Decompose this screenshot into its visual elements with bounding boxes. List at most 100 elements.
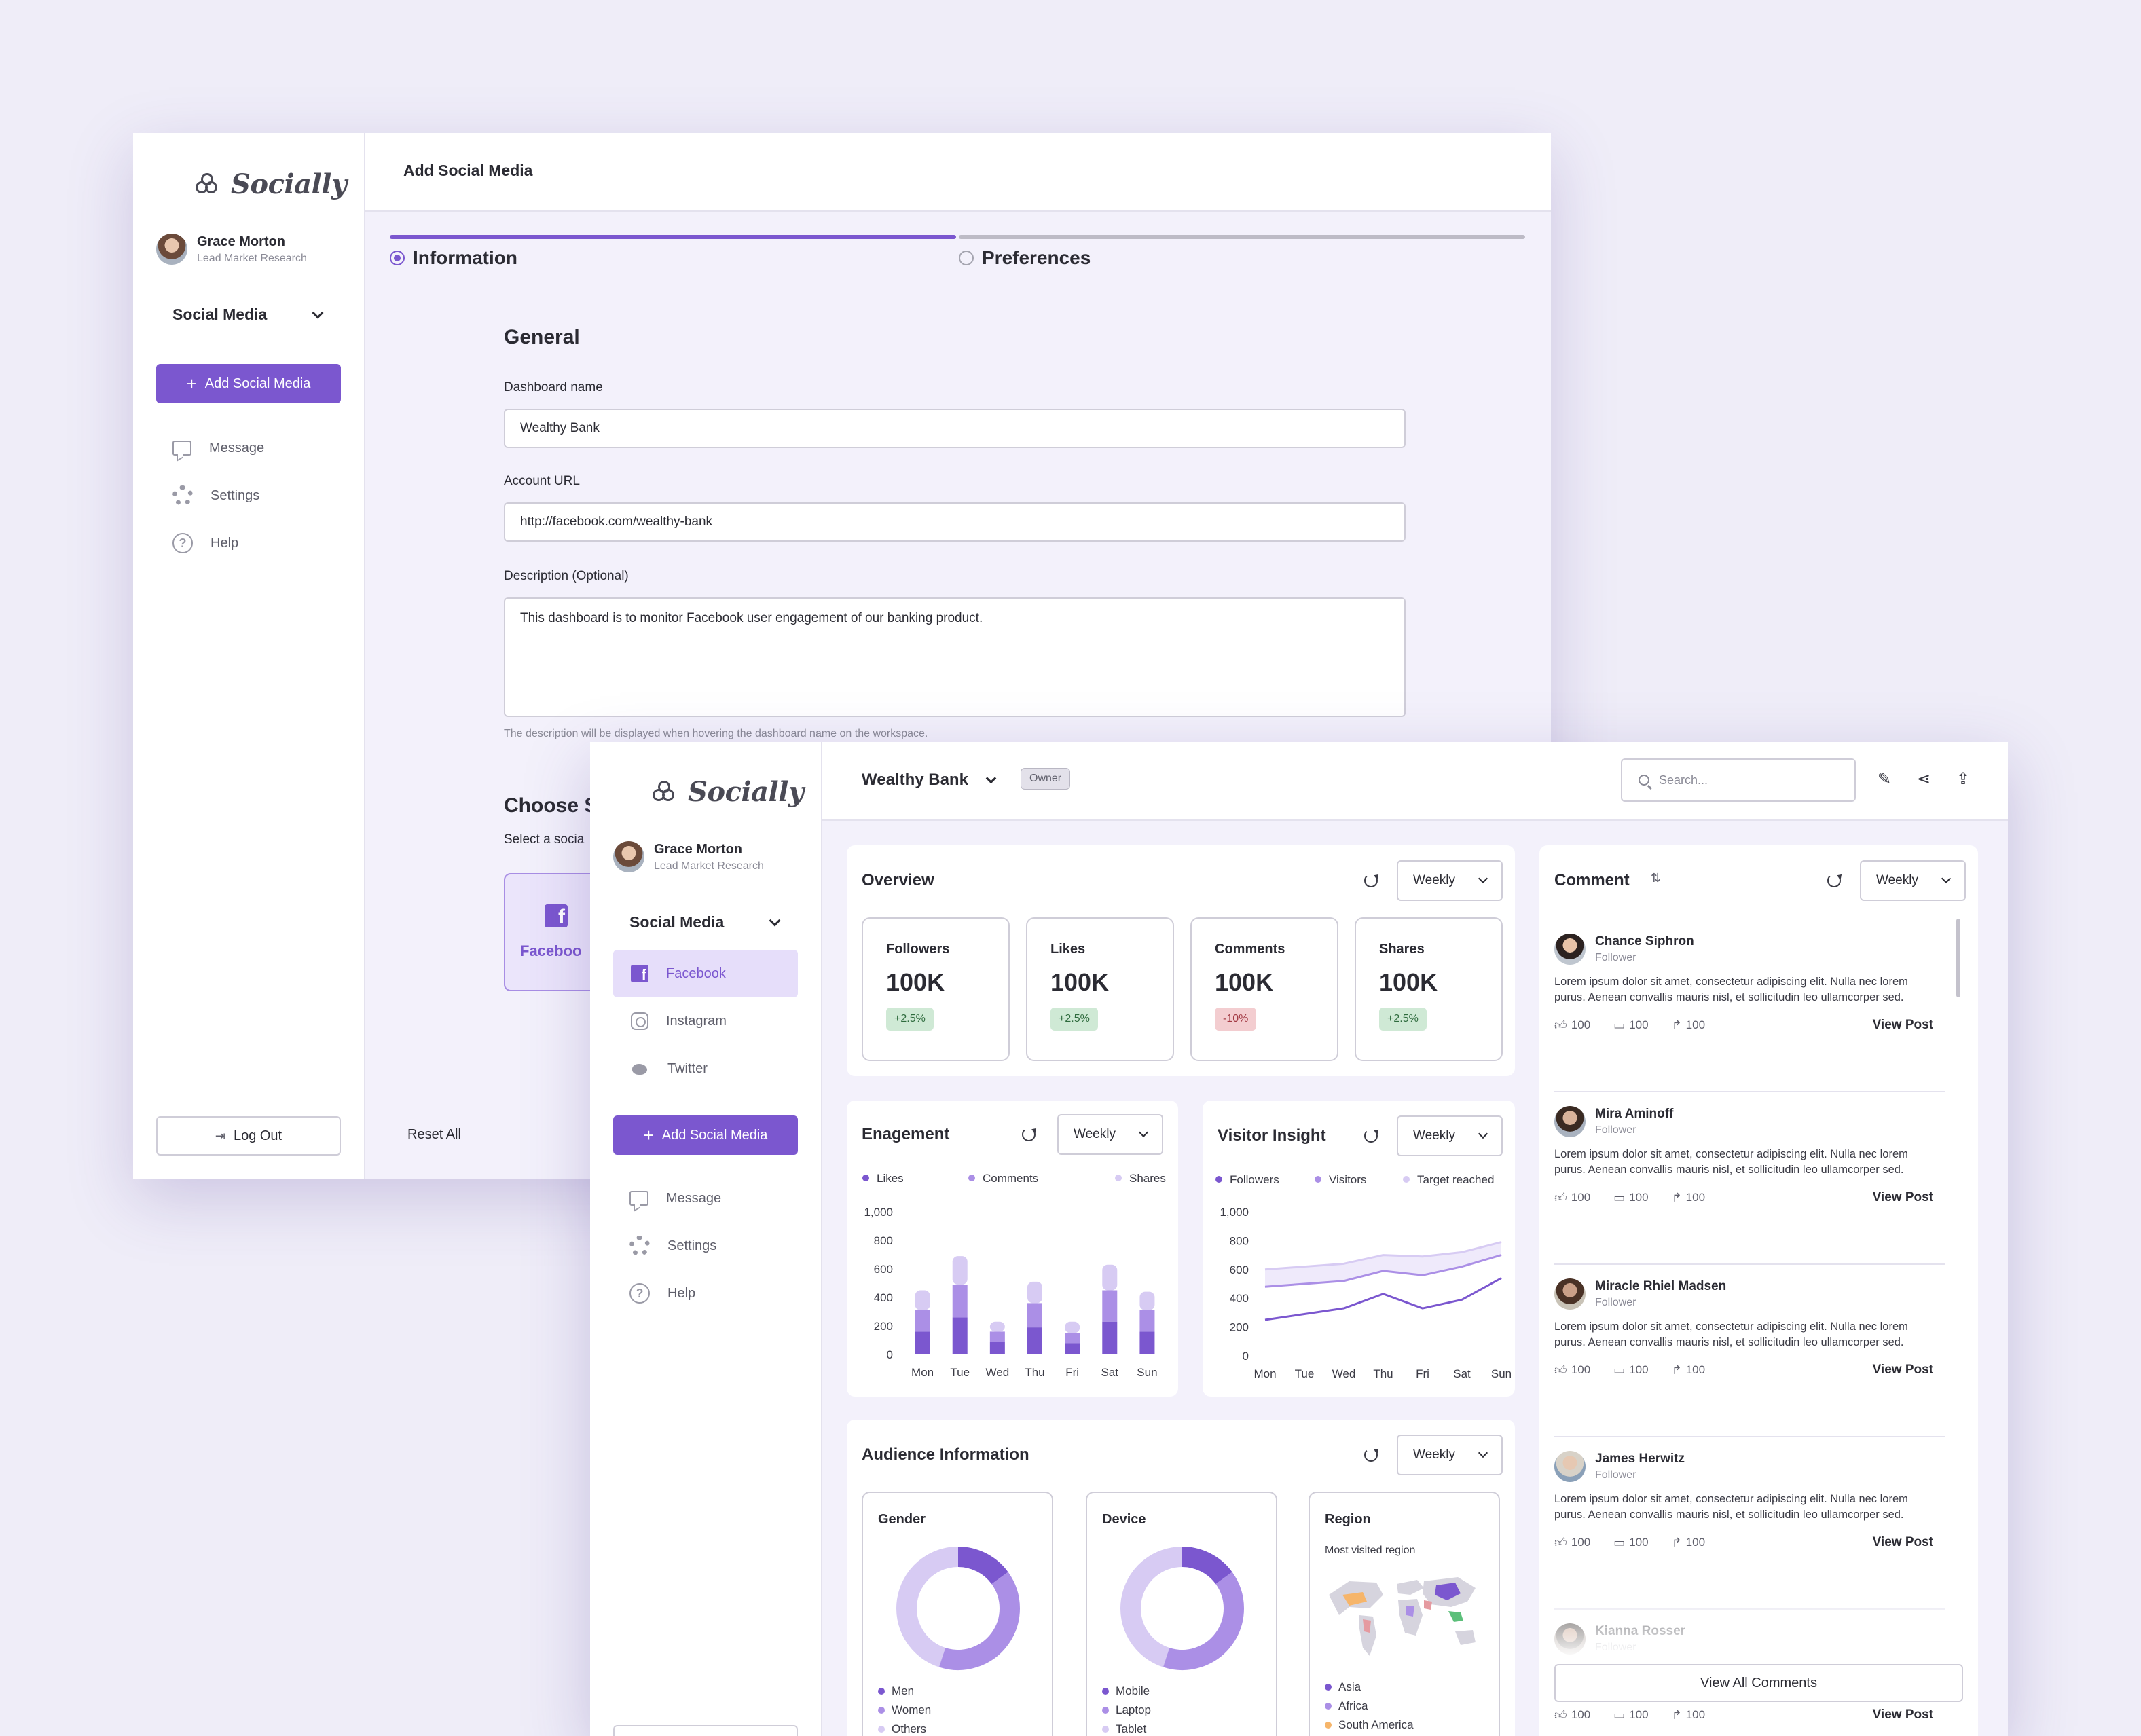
share-icon[interactable]: ⋖ xyxy=(1917,770,1931,788)
share-action[interactable]: ↱ 100 xyxy=(1672,1536,1705,1550)
x-tick-label: Tue xyxy=(1295,1367,1315,1380)
period-dropdown[interactable]: Weekly xyxy=(1057,1114,1163,1155)
share-action[interactable]: ↱ 100 xyxy=(1672,1708,1705,1722)
comment-header: Miracle Rhiel Madsen Follower xyxy=(1554,1278,1945,1310)
description-label: Description (Optional) xyxy=(504,569,629,583)
step-information[interactable]: Information xyxy=(390,247,517,269)
bar-segment-likes xyxy=(989,1342,1005,1354)
view-all-comments-button[interactable]: View All Comments xyxy=(1554,1664,1963,1702)
x-tick-label: Mon xyxy=(911,1366,934,1379)
comment-header: James Herwitz Follower xyxy=(1554,1451,1945,1482)
sidebar-item-instagram[interactable]: Instagram xyxy=(613,997,798,1045)
slice-mobile xyxy=(1182,1547,1232,1585)
reply-action[interactable]: ▭ 100 xyxy=(1613,1536,1648,1550)
reset-all-button[interactable]: Reset All xyxy=(407,1127,461,1142)
x-tick-label: Thu xyxy=(1025,1366,1044,1379)
nav-item-help[interactable]: ? Help xyxy=(629,1272,721,1315)
refresh-icon[interactable] xyxy=(1364,1129,1378,1143)
textarea-value: This dashboard is to monitor Facebook us… xyxy=(520,611,983,625)
description-hint: The description will be displayed when h… xyxy=(504,728,928,739)
dashboard-selector[interactable]: Wealthy Bank xyxy=(862,771,997,790)
add-social-media-button[interactable]: + Add Social Media xyxy=(156,364,341,403)
chevron-up-icon xyxy=(769,915,781,926)
search-input[interactable]: Search... xyxy=(1621,758,1856,802)
period-dropdown[interactable]: Weekly xyxy=(1397,1115,1503,1156)
period-dropdown[interactable]: Weekly xyxy=(1397,1435,1503,1475)
nav-item-settings[interactable]: Settings xyxy=(629,1224,721,1268)
step-label: Preferences xyxy=(982,247,1091,268)
device-legend: Mobile Laptop Tablet xyxy=(1102,1682,1151,1736)
refresh-icon[interactable] xyxy=(1827,874,1841,887)
social-media-section-toggle[interactable]: Social Media xyxy=(629,913,781,931)
y-tick-label: 1,000 xyxy=(864,1206,893,1219)
gender-donut-chart xyxy=(896,1547,1020,1670)
refresh-icon[interactable] xyxy=(1364,874,1378,887)
sidebar: Socially Grace Morton Lead Market Resear… xyxy=(590,742,822,1736)
legend-label: Target reached xyxy=(1417,1173,1494,1186)
engagement-card: Enagement Weekly Likes Comments Shares 0 200… xyxy=(847,1101,1178,1397)
like-count: 100 xyxy=(1571,1191,1591,1204)
reply-action[interactable]: ▭ 100 xyxy=(1613,1708,1648,1722)
user-profile[interactable]: Grace Morton Lead Market Research xyxy=(613,841,764,872)
like-action[interactable]: 👍︎ 100 xyxy=(1554,1190,1590,1205)
topbar: Add Social Media xyxy=(365,133,1551,212)
description-textarea[interactable]: This dashboard is to monitor Facebook us… xyxy=(504,597,1406,717)
bar-segment-comments xyxy=(952,1285,968,1318)
refresh-icon[interactable] xyxy=(1022,1128,1036,1141)
commenter-name: James Herwitz xyxy=(1595,1452,1685,1466)
nav-item-help[interactable]: ? Help xyxy=(172,521,264,565)
logout-button[interactable] xyxy=(613,1725,798,1736)
view-post-link[interactable]: View Post xyxy=(1872,1707,1933,1722)
share-action[interactable]: ↱ 100 xyxy=(1672,1018,1705,1033)
like-action[interactable]: 👍︎ 100 xyxy=(1554,1018,1590,1033)
like-action[interactable]: 👍︎ 100 xyxy=(1554,1535,1590,1550)
comment-bubble-icon: ▭ xyxy=(1613,1363,1626,1377)
like-action[interactable]: 👍︎ 100 xyxy=(1554,1363,1590,1378)
y-tick-label: 800 xyxy=(1230,1234,1249,1247)
add-social-media-button[interactable]: + Add Social Media xyxy=(613,1115,798,1155)
share-count: 100 xyxy=(1685,1363,1706,1376)
share-action[interactable]: ↱ 100 xyxy=(1672,1191,1705,1205)
view-post-link[interactable]: View Post xyxy=(1872,1190,1933,1204)
view-post-link[interactable]: View Post xyxy=(1872,1535,1933,1549)
view-post-link[interactable]: View Post xyxy=(1872,1363,1933,1377)
step-preferences[interactable]: Preferences xyxy=(959,247,1091,269)
reply-action[interactable]: ▭ 100 xyxy=(1613,1018,1648,1033)
comment-divider xyxy=(1554,1091,1945,1092)
reply-action[interactable]: ▭ 100 xyxy=(1613,1191,1648,1205)
legend-dot xyxy=(1325,1722,1332,1729)
nav-item-message[interactable]: Message xyxy=(629,1177,721,1220)
line-followers xyxy=(1264,1277,1502,1321)
period-dropdown[interactable]: Weekly xyxy=(1860,860,1966,901)
like-action[interactable]: 👍︎ 100 xyxy=(1554,1707,1590,1722)
x-tick-label: Sat xyxy=(1453,1367,1471,1380)
bar-segment-likes xyxy=(1065,1343,1080,1354)
refresh-icon[interactable] xyxy=(1364,1448,1378,1462)
user-profile[interactable]: Grace Morton Lead Market Research xyxy=(156,234,307,265)
nav-item-message[interactable]: Message xyxy=(172,426,264,470)
edit-icon[interactable]: ✎ xyxy=(1878,770,1892,788)
scrollbar-thumb[interactable] xyxy=(1956,919,1960,997)
dashboard-name-input[interactable]: Wealthy Bank xyxy=(504,409,1406,448)
comment-item: Miracle Rhiel Madsen Follower Lorem ipsu… xyxy=(1554,1278,1945,1378)
period-dropdown[interactable]: Weekly xyxy=(1397,860,1503,901)
legend-label: Asia xyxy=(1338,1680,1361,1693)
user-role: Lead Market Research xyxy=(197,252,307,264)
sub-title: Device xyxy=(1102,1512,1146,1527)
sidebar-item-twitter[interactable]: Twitter xyxy=(613,1045,798,1092)
reply-action[interactable]: ▭ 100 xyxy=(1613,1363,1648,1378)
sidebar-item-facebook[interactable]: f Facebook xyxy=(613,950,798,997)
view-post-link[interactable]: View Post xyxy=(1872,1018,1933,1032)
account-url-input[interactable]: http://facebook.com/wealthy-bank xyxy=(504,502,1406,542)
nav-item-settings[interactable]: Settings xyxy=(172,474,264,517)
stat-value: 100K xyxy=(1215,968,1274,996)
share-action[interactable]: ↱ 100 xyxy=(1672,1363,1705,1378)
logo-mark-icon xyxy=(196,172,219,196)
legend-dot xyxy=(1102,1726,1109,1733)
visitor-line-chart: Followers Visitors Target reached 0 200 400 60… xyxy=(1215,1173,1512,1380)
export-icon[interactable]: ⇪ xyxy=(1956,770,1971,788)
help-icon: ? xyxy=(629,1283,650,1304)
social-media-section-toggle[interactable]: Social Media xyxy=(172,306,324,324)
logout-button[interactable]: ⇥ Log Out xyxy=(156,1116,341,1156)
sort-icon[interactable]: ⇅ xyxy=(1651,871,1662,885)
